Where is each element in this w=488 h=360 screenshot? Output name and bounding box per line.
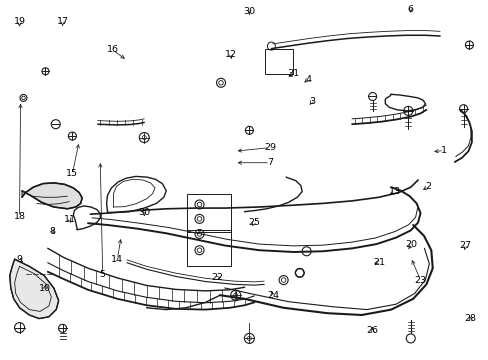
Text: 17: 17 bbox=[57, 17, 68, 26]
Text: 5: 5 bbox=[100, 270, 105, 279]
Polygon shape bbox=[10, 259, 59, 319]
Text: 30: 30 bbox=[243, 7, 255, 16]
Polygon shape bbox=[22, 183, 82, 209]
Text: 19: 19 bbox=[14, 17, 25, 26]
Text: 13: 13 bbox=[388, 187, 400, 196]
Text: 2: 2 bbox=[425, 182, 430, 191]
Text: 26: 26 bbox=[366, 326, 378, 335]
Text: 11: 11 bbox=[63, 215, 75, 224]
Text: 25: 25 bbox=[248, 218, 260, 227]
Text: 3: 3 bbox=[308, 97, 314, 106]
Text: 31: 31 bbox=[287, 69, 299, 78]
Text: 18: 18 bbox=[14, 212, 25, 221]
Text: 7: 7 bbox=[266, 158, 272, 167]
Text: 4: 4 bbox=[305, 75, 310, 84]
Text: 22: 22 bbox=[211, 274, 223, 282]
Text: 10: 10 bbox=[39, 284, 51, 293]
Text: 12: 12 bbox=[224, 50, 236, 59]
Text: 9: 9 bbox=[17, 256, 22, 264]
Text: 23: 23 bbox=[414, 276, 426, 284]
Text: 30: 30 bbox=[138, 208, 150, 217]
Text: 28: 28 bbox=[464, 314, 475, 323]
Text: 27: 27 bbox=[459, 241, 470, 250]
Bar bbox=[186, 194, 230, 232]
Text: 24: 24 bbox=[266, 292, 278, 300]
Text: 14: 14 bbox=[111, 255, 123, 264]
Text: 16: 16 bbox=[106, 45, 118, 54]
Bar bbox=[264, 49, 293, 74]
Text: 8: 8 bbox=[50, 227, 56, 236]
Text: 1: 1 bbox=[440, 146, 446, 155]
Text: 21: 21 bbox=[372, 258, 384, 266]
Text: 20: 20 bbox=[405, 240, 417, 249]
Text: 15: 15 bbox=[66, 169, 78, 178]
Bar bbox=[186, 230, 230, 266]
Text: 6: 6 bbox=[407, 4, 413, 13]
Text: 29: 29 bbox=[264, 143, 275, 152]
